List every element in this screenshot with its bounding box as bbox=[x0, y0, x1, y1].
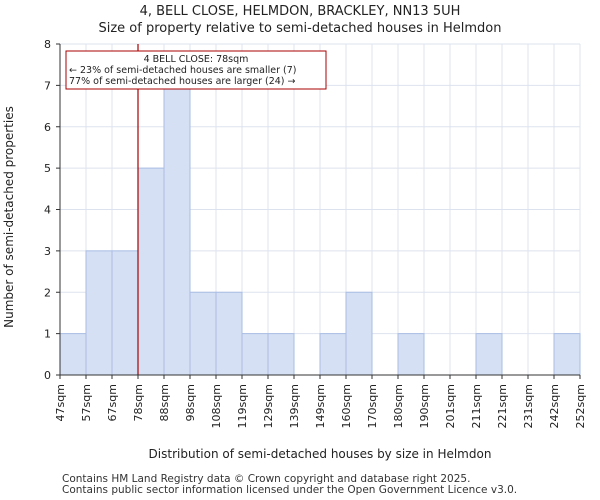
bar bbox=[475, 333, 503, 376]
y-tick-label: 8 bbox=[44, 38, 51, 51]
y-tick-label: 5 bbox=[44, 162, 51, 175]
x-tick-label: 252sqm bbox=[574, 384, 587, 428]
x-tick-label: 242sqm bbox=[548, 384, 561, 428]
bar bbox=[59, 333, 87, 376]
bar bbox=[319, 333, 347, 376]
x-tick-label: 119sqm bbox=[236, 384, 249, 428]
bar bbox=[267, 333, 295, 376]
x-axis-label: Distribution of semi-detached houses by … bbox=[149, 447, 492, 461]
x-tick-label: 231sqm bbox=[522, 384, 535, 428]
bar bbox=[137, 167, 165, 376]
y-tick-label: 1 bbox=[44, 328, 51, 341]
x-tick-label: 88sqm bbox=[158, 384, 171, 421]
y-tick-label: 7 bbox=[44, 79, 51, 92]
bar bbox=[241, 333, 269, 376]
x-tick-label: 78sqm bbox=[132, 384, 145, 421]
x-tick-label: 201sqm bbox=[444, 384, 457, 428]
x-tick-label: 98sqm bbox=[184, 384, 197, 421]
x-tick-label: 221sqm bbox=[496, 384, 509, 428]
footer-licence: Contains public sector information licen… bbox=[62, 484, 518, 496]
bar bbox=[163, 84, 191, 376]
y-axis-label: Number of semi-detached properties bbox=[2, 106, 16, 328]
property-marker: 4 BELL CLOSE: 78sqm← 23% of semi-detache… bbox=[65, 44, 327, 375]
x-tick-label: 139sqm bbox=[288, 384, 301, 428]
x-tick-label: 149sqm bbox=[314, 384, 327, 428]
annotation-line-1: 4 BELL CLOSE: 78sqm bbox=[144, 54, 249, 65]
x-tick-label: 108sqm bbox=[210, 384, 223, 428]
chart-title: 4, BELL CLOSE, HELMDON, BRACKLEY, NN13 5… bbox=[139, 4, 461, 19]
bar bbox=[345, 291, 373, 376]
bars bbox=[59, 84, 581, 376]
bar bbox=[397, 333, 425, 376]
x-tick-label: 129sqm bbox=[262, 384, 275, 428]
bar bbox=[189, 291, 217, 376]
x-tick-label: 57sqm bbox=[80, 384, 93, 421]
y-tick-label: 3 bbox=[44, 245, 51, 258]
x-tick-label: 211sqm bbox=[470, 384, 483, 428]
x-tick-label: 180sqm bbox=[392, 384, 405, 428]
bar bbox=[553, 333, 581, 376]
y-tick-label: 0 bbox=[44, 369, 51, 382]
annotation-box bbox=[65, 50, 327, 90]
x-tick-label: 160sqm bbox=[340, 384, 353, 428]
chart-subtitle: Size of property relative to semi-detach… bbox=[98, 21, 502, 36]
x-tick-label: 47sqm bbox=[54, 384, 67, 421]
x-tick-label: 67sqm bbox=[106, 384, 119, 421]
footer-copyright: Contains HM Land Registry data © Crown c… bbox=[62, 473, 471, 485]
annotation-line-3: 77% of semi-detached houses are larger (… bbox=[69, 76, 296, 87]
y-tick-label: 2 bbox=[44, 286, 51, 299]
y-tick-label: 4 bbox=[44, 204, 51, 217]
x-tick-label: 170sqm bbox=[366, 384, 379, 428]
annotation-line-2: ← 23% of semi-detached houses are smalle… bbox=[69, 65, 297, 76]
axes: 0 1 2 3 4 5 6 7 8 47sqm 57sqm 67sqm 78sqm 88sqm 98sqm 1… bbox=[44, 38, 587, 428]
x-tick-label: 190sqm bbox=[418, 384, 431, 428]
y-tick-label: 6 bbox=[44, 121, 51, 134]
bar bbox=[85, 250, 113, 376]
bar bbox=[215, 291, 243, 376]
bar bbox=[111, 250, 139, 376]
